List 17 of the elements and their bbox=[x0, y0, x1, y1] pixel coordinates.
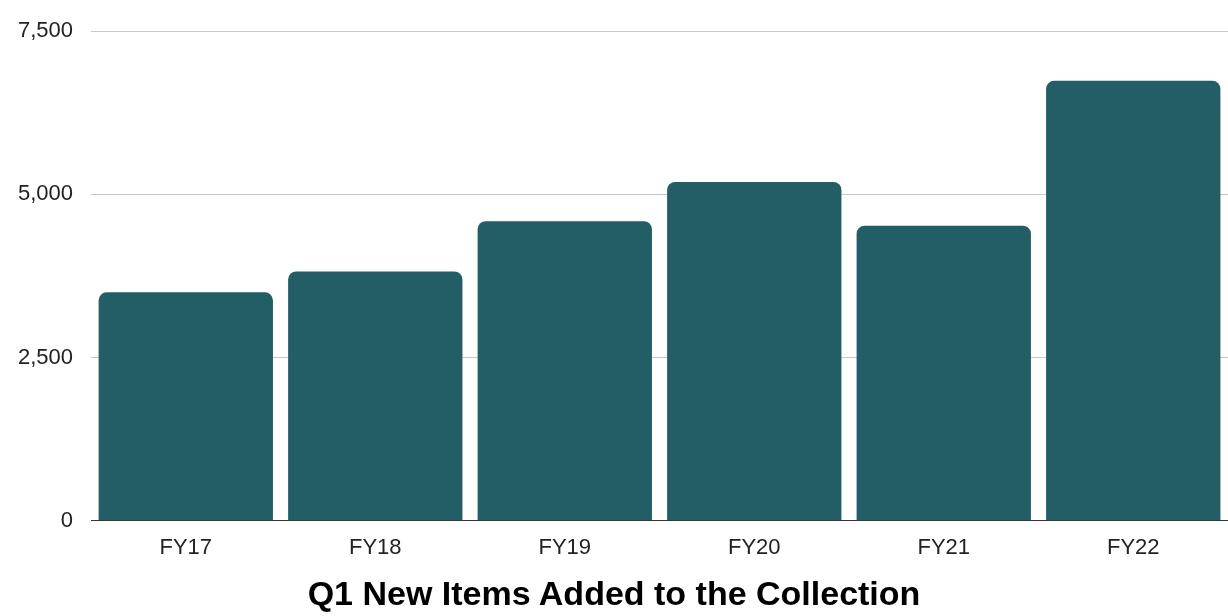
bar bbox=[288, 271, 463, 521]
x-tick-label: FY21 bbox=[917, 534, 971, 560]
y-tick-label: 7,500 bbox=[17, 17, 74, 43]
y-tick-label: 0 bbox=[60, 506, 74, 532]
x-tick-label: FY17 bbox=[159, 534, 213, 560]
bar bbox=[856, 225, 1031, 521]
y-tick-label: 2,500 bbox=[17, 343, 74, 369]
text: Q1 New Items Added to the Collection bbox=[307, 573, 921, 612]
x-tick-label: FY20 bbox=[727, 534, 781, 560]
y-tick-label: 5,000 bbox=[17, 180, 74, 206]
x-tick-label: FY18 bbox=[348, 534, 402, 560]
bar bbox=[667, 182, 842, 521]
bar bbox=[1046, 80, 1221, 521]
bar bbox=[98, 292, 273, 521]
x-tick-label: FY22 bbox=[1106, 534, 1160, 560]
x-tick-label: FY19 bbox=[538, 534, 592, 560]
bar bbox=[477, 221, 652, 521]
